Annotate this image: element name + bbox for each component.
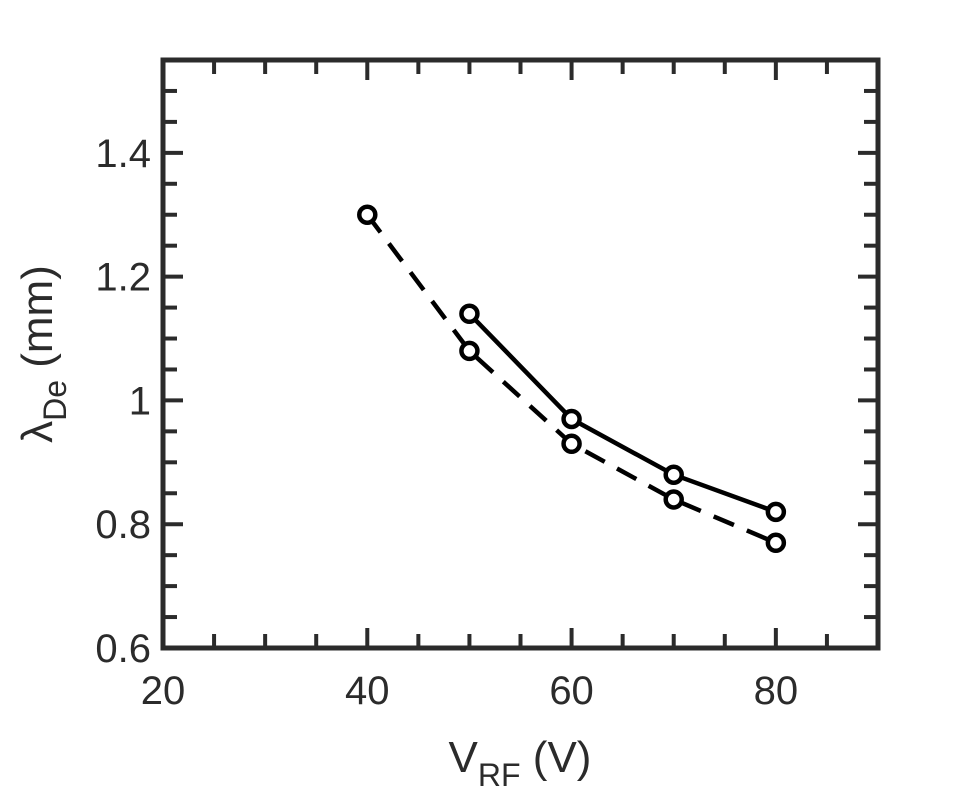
series-1-line [467,312,777,514]
y-axis-label-base: λ [13,421,62,443]
series-2-point [561,433,582,454]
y-tick-label: 1 [129,379,151,423]
x-tick-label: 80 [754,669,799,713]
tick-marks [161,58,880,650]
series-2-point [663,489,684,510]
tick-labels: 20 40 60 80 0.6 0.8 1 1.2 1.4 [95,132,798,713]
series-1-point [765,501,787,523]
y-axis-label-unit: (mm) [13,265,62,380]
x-tick-label: 60 [549,669,594,713]
y-tick-label: 0.6 [95,627,151,671]
series-2-point [459,340,480,362]
series-1-point [459,303,480,325]
series-2-line [365,213,777,545]
series-2-point [357,204,378,225]
y-tick-label: 1.4 [95,132,151,176]
x-axis-label-sub: RF [478,757,521,793]
series-1-point [561,408,582,430]
plot-frame [160,57,881,651]
y-tick-label: 0.8 [95,503,151,547]
x-axis-label-base: V [449,733,479,782]
x-tick-label: 20 [141,669,186,713]
series-2-point [765,532,787,554]
series-1-point [663,464,684,485]
y-axis-label: λDe (mm) [13,265,73,443]
x-axis-label-unit: (V) [521,733,592,782]
x-axis-label: VRF (V) [449,733,592,793]
x-tick-label: 40 [345,669,390,713]
y-tick-label: 1.2 [95,256,151,300]
data-series [357,204,787,554]
y-axis-label-sub: De [37,380,73,421]
